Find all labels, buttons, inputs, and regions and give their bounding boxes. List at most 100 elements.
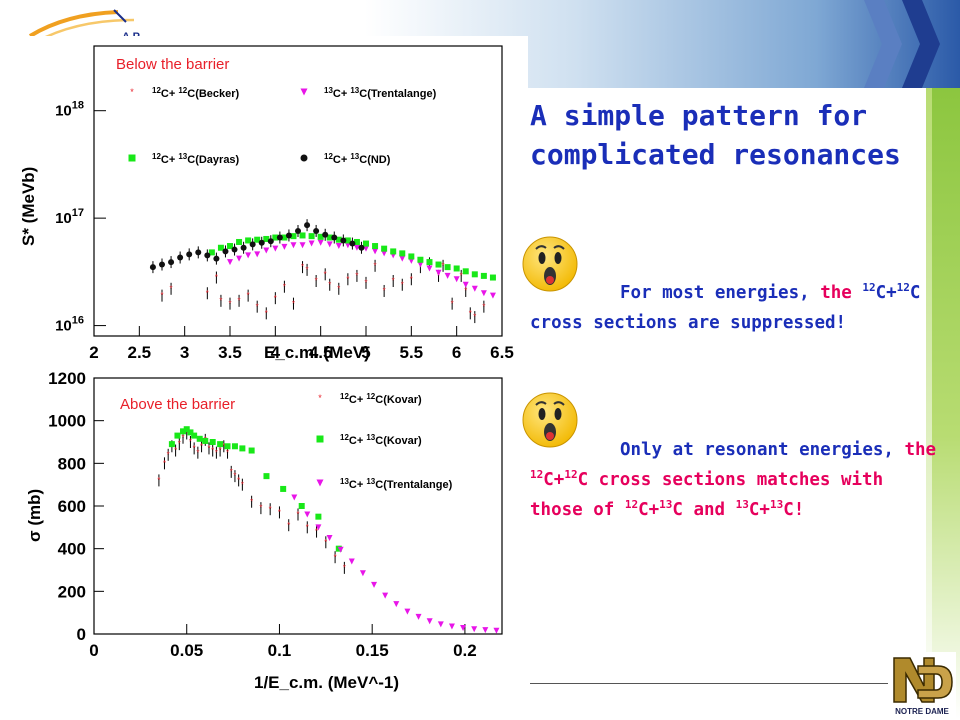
data-point-star: * bbox=[157, 476, 160, 485]
data-point-triangle-down bbox=[245, 252, 252, 259]
data-point-triangle-down bbox=[426, 265, 433, 272]
data-point-circle bbox=[313, 227, 320, 234]
legend-marker bbox=[300, 88, 308, 96]
data-point-star: * bbox=[437, 272, 440, 281]
x-tick-label: 3.5 bbox=[218, 343, 242, 362]
chart2-xlabel: 1/E_c.m. (MeV^-1) bbox=[254, 673, 399, 692]
data-point-triangle-down bbox=[254, 251, 261, 258]
data-point-star: * bbox=[324, 538, 327, 547]
slide-title-line1: A simple pattern for bbox=[530, 99, 868, 132]
data-point-square bbox=[408, 253, 415, 260]
legend-marker bbox=[316, 435, 324, 443]
bullet1-lead: For most energies, bbox=[620, 283, 821, 303]
data-point-circle bbox=[358, 244, 365, 251]
data-point-square bbox=[196, 435, 203, 442]
data-point-triangle-down bbox=[363, 245, 369, 252]
data-point-triangle-down bbox=[372, 248, 379, 255]
data-point-square bbox=[290, 233, 297, 240]
slide-title-line2: complicated resonances bbox=[530, 138, 901, 171]
data-point-star: * bbox=[460, 272, 463, 281]
y-tick-label: 400 bbox=[58, 540, 86, 559]
data-point-triangle-down bbox=[399, 255, 406, 262]
data-point-square bbox=[227, 243, 233, 250]
data-point-triangle-down bbox=[308, 240, 315, 247]
legend-label: 13C+ 13C(Trentalange) bbox=[324, 86, 437, 100]
data-point-circle bbox=[213, 255, 220, 262]
data-point-triangle-down bbox=[281, 243, 288, 250]
x-tick-label: 0 bbox=[89, 641, 98, 660]
data-point-star: * bbox=[337, 284, 340, 293]
x-tick-label: 0.1 bbox=[268, 641, 292, 660]
legend-marker bbox=[128, 154, 136, 162]
data-point-star: * bbox=[233, 472, 236, 481]
data-point-circle bbox=[258, 239, 265, 246]
data-point-square bbox=[326, 234, 333, 241]
legend-label: 12C+ 12C(Kovar) bbox=[340, 392, 422, 406]
data-point-square bbox=[245, 237, 252, 244]
data-point-square bbox=[372, 243, 379, 250]
data-point-triangle-down bbox=[353, 244, 360, 251]
data-point-star: * bbox=[219, 296, 222, 305]
data-point-triangle-down bbox=[453, 276, 460, 283]
data-point-circle bbox=[285, 232, 292, 239]
data-point-triangle-down bbox=[426, 618, 433, 625]
data-point-square bbox=[426, 259, 433, 266]
data-point-star: * bbox=[469, 309, 472, 318]
bullet2-the: the bbox=[904, 440, 937, 460]
data-point-star: * bbox=[181, 433, 184, 442]
data-point-square bbox=[239, 445, 246, 452]
side-accent-bar-light bbox=[926, 88, 932, 720]
data-point-triangle-down bbox=[417, 261, 424, 268]
legend-marker: * bbox=[318, 393, 322, 403]
data-point-triangle-down bbox=[482, 627, 489, 634]
y-tick-label: 0 bbox=[77, 625, 86, 644]
data-point-circle bbox=[349, 240, 356, 247]
data-point-circle bbox=[295, 227, 301, 234]
data-point-star: * bbox=[315, 277, 318, 286]
data-point-star: * bbox=[196, 448, 199, 457]
data-point-square bbox=[280, 485, 287, 492]
data-point-square bbox=[187, 429, 194, 436]
data-point-star: * bbox=[283, 282, 286, 291]
data-point-star: * bbox=[278, 508, 281, 517]
bullet2-lead: Only at resonant energies, bbox=[620, 440, 905, 460]
data-point-triangle-down bbox=[382, 592, 389, 599]
data-point-triangle-down bbox=[415, 613, 422, 620]
side-accent-bar bbox=[932, 88, 960, 720]
legend-marker: * bbox=[130, 87, 134, 97]
legend-marker bbox=[300, 154, 308, 162]
data-point-circle bbox=[195, 249, 202, 256]
x-tick-label: 0.15 bbox=[356, 641, 389, 660]
data-point-triangle-down bbox=[348, 558, 355, 565]
data-point-star: * bbox=[230, 467, 233, 476]
data-point-star: * bbox=[473, 313, 476, 322]
y-tick-label: 1200 bbox=[48, 369, 86, 388]
data-point-square bbox=[208, 249, 215, 256]
x-tick-label: 2.5 bbox=[128, 343, 152, 362]
bullet1-sup2: 12 bbox=[896, 281, 910, 295]
data-point-square bbox=[489, 274, 496, 281]
footer-rule bbox=[530, 683, 888, 684]
data-point-star: * bbox=[343, 563, 346, 572]
data-point-star: * bbox=[211, 446, 214, 455]
data-point-star: * bbox=[301, 263, 304, 272]
x-tick-label: 6.5 bbox=[490, 343, 514, 362]
data-point-star: * bbox=[274, 294, 277, 303]
data-point-star: * bbox=[193, 444, 196, 453]
data-point-star: * bbox=[374, 261, 377, 270]
data-point-square bbox=[435, 261, 442, 268]
data-point-star: * bbox=[306, 265, 309, 274]
data-point-square bbox=[381, 245, 388, 252]
x-tick-label: 0.05 bbox=[170, 641, 203, 660]
data-point-star: * bbox=[410, 275, 413, 284]
data-point-square bbox=[217, 441, 224, 448]
data-point-star: * bbox=[241, 480, 244, 489]
data-point-square bbox=[209, 439, 216, 445]
data-point-square bbox=[174, 432, 181, 439]
bullet1-sup1: 12 bbox=[862, 281, 876, 295]
bullet2-sup5: 13 bbox=[735, 498, 749, 512]
data-point-star: * bbox=[296, 510, 299, 519]
legend-label: 12C+ 12C(Becker) bbox=[152, 86, 240, 100]
bullet2-t5: C+ bbox=[748, 500, 770, 520]
